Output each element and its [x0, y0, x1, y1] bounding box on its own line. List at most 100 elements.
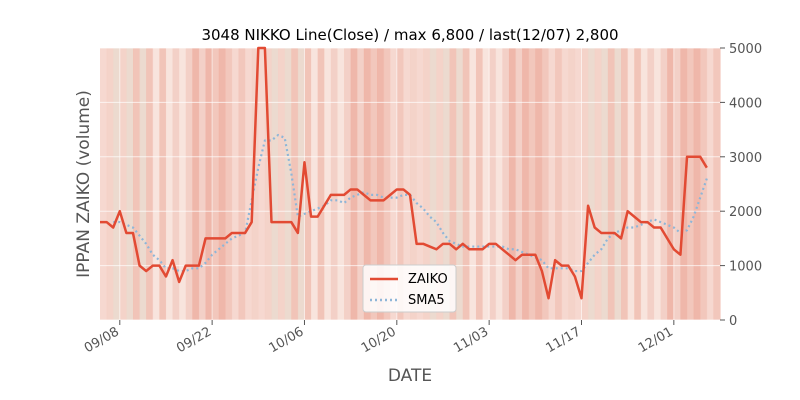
shade-band — [179, 48, 187, 320]
series-layer — [100, 46, 708, 300]
shade-band — [621, 48, 629, 320]
shade-band — [429, 48, 437, 320]
shade-band — [245, 48, 253, 320]
shade-band — [581, 48, 589, 320]
shade-band — [561, 48, 569, 320]
shade-band — [159, 48, 167, 320]
shade-band — [555, 48, 563, 320]
shade-band — [693, 48, 701, 320]
series-line-sma5 — [113, 133, 708, 273]
shade-band — [212, 48, 220, 320]
shade-band — [508, 48, 517, 320]
chart-title: 3048 NIKKO Line(Close) / max 6,800 / las… — [201, 26, 618, 44]
shade-band — [614, 48, 622, 320]
shade-band — [205, 48, 213, 320]
shade-band — [706, 48, 715, 320]
shade-band — [640, 48, 649, 320]
shade-band — [627, 48, 635, 320]
shade-band — [317, 48, 325, 320]
shade-band — [113, 48, 121, 320]
y-tick-label: 4000 — [729, 96, 762, 111]
shade-band — [152, 48, 160, 320]
shade-band — [541, 48, 550, 320]
shade-band — [278, 48, 286, 320]
shade-band — [146, 48, 154, 320]
shade-band — [568, 48, 576, 320]
shade-band — [601, 48, 609, 320]
y-axis-ticks: 0 1000 2000 3000 4000 5000 — [720, 42, 762, 329]
shade-band — [119, 48, 127, 320]
shade-band — [100, 48, 108, 320]
shade-band — [713, 48, 721, 320]
shade-band — [390, 48, 398, 320]
legend-label-zaiko: ZAIKO — [408, 272, 448, 287]
shade-band — [607, 48, 616, 320]
shade-band — [634, 48, 642, 320]
y-tick-label: 1000 — [729, 260, 762, 275]
y-tick-label: 5000 — [729, 42, 762, 57]
x-axis-label: DATE — [388, 366, 432, 386]
shade-band — [528, 48, 536, 320]
shade-band — [192, 48, 200, 320]
y-axis-label: IPPAN ZAIKO (volume) — [74, 90, 94, 278]
shade-band — [535, 48, 543, 320]
shade-band — [172, 48, 180, 320]
shade-band — [515, 48, 523, 320]
shade-band — [370, 48, 378, 320]
shade-band — [654, 48, 662, 320]
shade-band — [165, 48, 174, 320]
shade-band — [377, 48, 385, 320]
shade-band — [396, 48, 405, 320]
shade-band — [594, 48, 602, 320]
shade-band — [667, 48, 675, 320]
shade-band — [574, 48, 583, 320]
shade-band — [350, 48, 358, 320]
y-tick-label: 2000 — [729, 205, 762, 220]
shade-band — [495, 48, 503, 320]
shade-band — [482, 48, 490, 320]
shade-band — [185, 48, 193, 320]
shade-band — [324, 48, 332, 320]
shade-band — [132, 48, 141, 320]
shade-band — [660, 48, 668, 320]
shade-band — [238, 48, 246, 320]
shade-band — [271, 48, 279, 320]
shade-band — [475, 48, 484, 320]
shade-band — [502, 48, 510, 320]
shade-band — [357, 48, 365, 320]
shade-band — [462, 48, 470, 320]
shade-band — [687, 48, 695, 320]
shade-band — [337, 48, 345, 320]
shade-band — [264, 48, 273, 320]
shade-band — [231, 48, 240, 320]
shade-band — [548, 48, 556, 320]
shade-band — [416, 48, 424, 320]
legend: ZAIKO SMA5 — [362, 264, 457, 313]
shade-band — [423, 48, 431, 320]
shade-band — [218, 48, 226, 320]
shade-band — [383, 48, 391, 320]
shade-band — [363, 48, 372, 320]
shade-band — [126, 48, 134, 320]
shade-band — [344, 48, 352, 320]
shade-band — [449, 48, 457, 320]
shade-band — [330, 48, 339, 320]
shade-band — [225, 48, 233, 320]
shade-band — [410, 48, 418, 320]
shade-band — [673, 48, 682, 320]
y-tick-label: 3000 — [729, 151, 762, 166]
shade-band — [106, 48, 114, 320]
shade-band — [588, 48, 596, 320]
shade-band — [198, 48, 207, 320]
shade-band — [522, 48, 530, 320]
shade-band — [284, 48, 292, 320]
shade-band — [139, 48, 147, 320]
shade-band — [311, 48, 319, 320]
y-tick-label: 0 — [729, 314, 737, 329]
shade-band — [291, 48, 299, 320]
shade-band — [403, 48, 411, 320]
shade-band — [647, 48, 655, 320]
shade-band — [456, 48, 464, 320]
shade-band — [489, 48, 497, 320]
